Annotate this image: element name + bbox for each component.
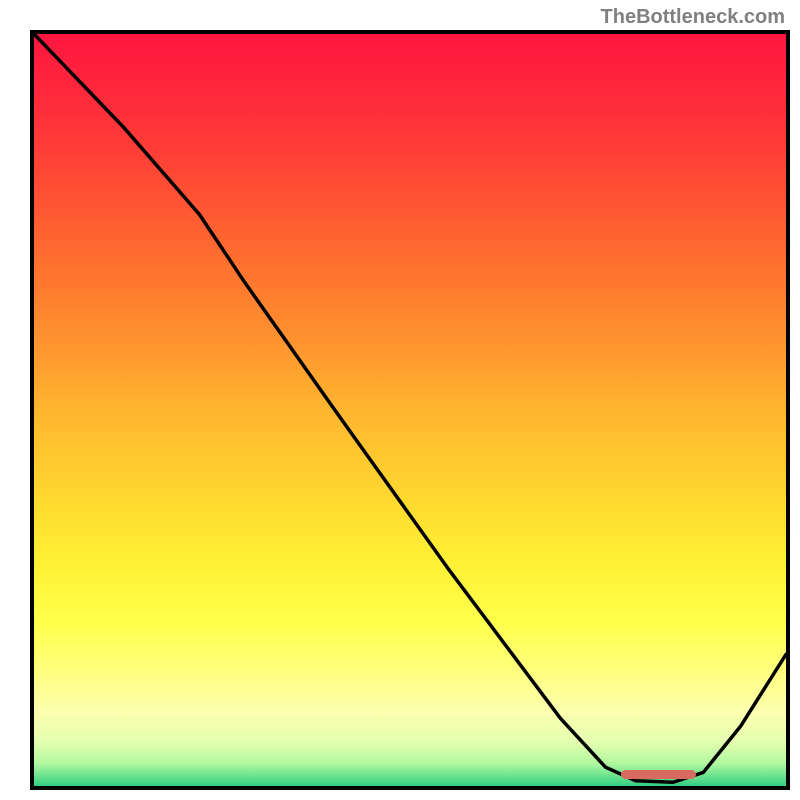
chart-container: TheBottleneck.com [0,0,800,800]
watermark-text: TheBottleneck.com [601,6,785,29]
plot-frame [30,30,790,790]
